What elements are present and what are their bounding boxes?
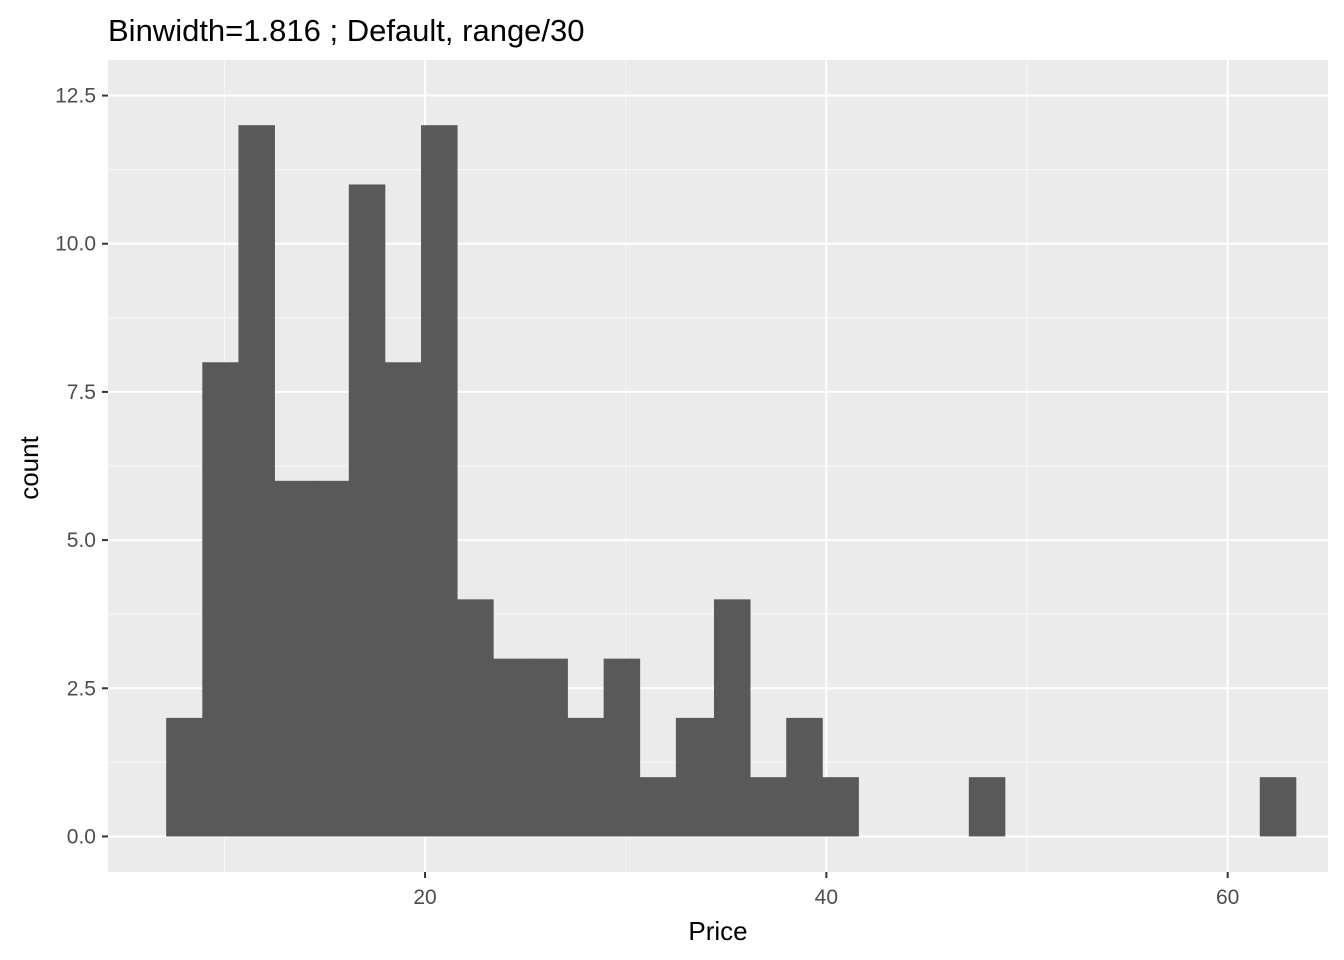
histogram-bar <box>312 480 350 837</box>
x-axis: 20 40 60 <box>413 872 1239 909</box>
histogram-bar <box>639 777 677 837</box>
histogram-bar <box>166 717 203 837</box>
histogram-bar <box>457 599 494 837</box>
y-tick-label: 12.5 <box>55 85 96 108</box>
histogram-bar <box>968 777 1006 837</box>
histogram-bar <box>384 362 422 837</box>
x-tick-label: 60 <box>1216 886 1239 909</box>
y-tick-label: 2.5 <box>67 677 96 700</box>
y-tick-label: 10.0 <box>55 233 96 256</box>
y-axis: 0.0 2.5 5.0 7.5 10.0 12.5 <box>55 85 108 848</box>
histogram-bars <box>166 125 1297 837</box>
histogram-bar <box>786 717 823 837</box>
x-tick-label: 20 <box>413 886 436 909</box>
histogram-bar <box>202 362 239 837</box>
y-tick-label: 0.0 <box>67 825 96 848</box>
histogram-bar <box>238 125 275 837</box>
y-axis-title: count <box>14 435 44 499</box>
histogram-bar <box>675 717 715 837</box>
histogram-bar <box>750 777 787 837</box>
histogram-bar <box>493 658 532 837</box>
histogram-bar <box>421 125 458 837</box>
x-tick-label: 40 <box>815 886 838 909</box>
histogram-bar <box>822 777 859 837</box>
chart-title: Binwidth=1.816 ; Default, range/30 <box>108 13 585 48</box>
histogram-bar <box>713 599 751 837</box>
y-tick-label: 7.5 <box>67 381 96 404</box>
x-axis-title: Price <box>688 916 747 946</box>
histogram-bar <box>567 717 605 837</box>
histogram-bar <box>274 480 314 837</box>
y-tick-label: 5.0 <box>67 529 96 552</box>
histogram-bar <box>603 658 641 837</box>
histogram-bar <box>531 658 568 837</box>
histogram-bar <box>348 184 386 837</box>
histogram-bar <box>1259 777 1297 837</box>
